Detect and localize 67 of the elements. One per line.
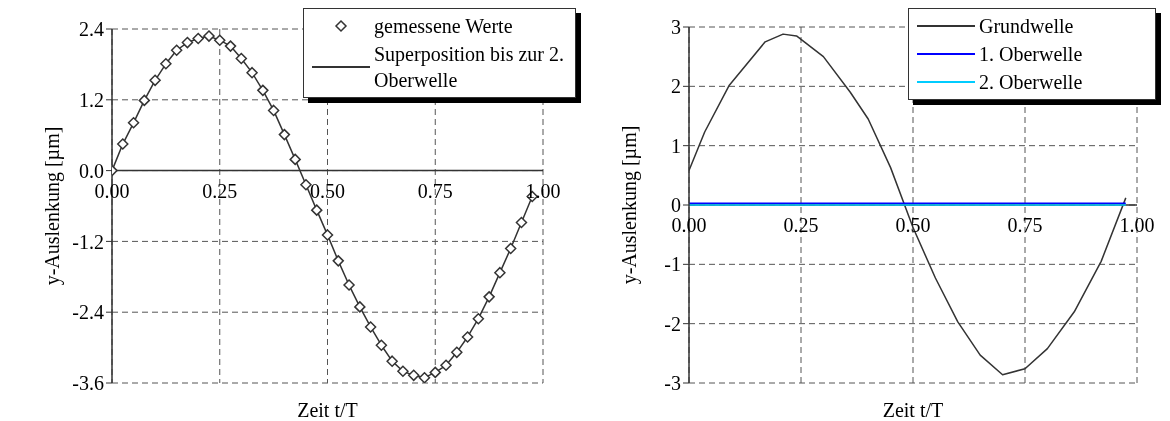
point <box>332 255 345 267</box>
point <box>160 58 172 70</box>
point <box>257 84 269 97</box>
point <box>386 355 398 367</box>
point <box>267 104 280 117</box>
point <box>127 117 140 129</box>
point <box>300 179 312 191</box>
point <box>407 369 420 382</box>
point <box>343 279 355 291</box>
point <box>504 242 517 255</box>
point <box>138 94 151 107</box>
point <box>278 128 291 141</box>
point <box>117 138 129 150</box>
y-tick-label: 0 <box>671 194 681 217</box>
y-tick-label: 1.2 <box>79 88 104 111</box>
point <box>289 153 301 166</box>
point <box>246 66 258 79</box>
x-tick-label: 0.50 <box>310 179 345 202</box>
y-tick-label: 0.0 <box>79 159 104 182</box>
legend-label: Superposition bis zur 2. Oberwelle <box>374 42 565 93</box>
point <box>224 40 237 52</box>
legend-label: 1. Oberwelle <box>979 42 1083 67</box>
point <box>440 359 452 372</box>
x-tick-label: 0.75 <box>1007 214 1043 236</box>
x-tick-label: 1.00 <box>525 179 561 202</box>
y-tick-label: -1.2 <box>72 230 104 253</box>
y-tick-label: 2.4 <box>79 18 104 41</box>
point <box>170 44 183 56</box>
legend-label: Grundwelle <box>979 14 1074 39</box>
point <box>494 266 506 279</box>
y-tick-label: -2 <box>664 312 681 335</box>
point <box>397 365 409 377</box>
point <box>375 339 388 351</box>
point <box>235 52 248 65</box>
y-tick-label: 1 <box>671 134 681 157</box>
point <box>149 74 161 87</box>
x-tick-label: 0.25 <box>783 214 819 236</box>
point <box>310 204 323 216</box>
y-tick-label: 3 <box>671 16 681 39</box>
point <box>472 312 485 325</box>
x-axis-title: Zeit t/T <box>297 399 358 421</box>
point <box>181 36 194 49</box>
point <box>461 331 474 343</box>
point <box>364 321 377 333</box>
point <box>321 229 334 241</box>
y-tick-label: -1 <box>664 253 681 276</box>
point <box>192 32 204 45</box>
point <box>214 34 226 46</box>
point <box>429 366 441 379</box>
point <box>515 216 528 229</box>
legend-label: 2. Oberwelle <box>979 70 1083 95</box>
y-axis-title: y-Auslenkung [µm] <box>41 126 65 286</box>
point <box>418 371 431 383</box>
point <box>483 291 495 303</box>
x-axis-title: Zeit t/T <box>882 399 944 421</box>
y-tick-label: -3.6 <box>72 372 104 395</box>
y-axis-title: y-Auslenkung [µm] <box>618 125 642 285</box>
point <box>354 301 366 313</box>
x-tick-label: 0.25 <box>202 179 238 202</box>
legend-label: gemessene Werte <box>374 14 513 39</box>
x-tick-label: 1.00 <box>1119 214 1155 236</box>
x-tick-label: 0.75 <box>417 179 453 202</box>
point <box>203 30 215 42</box>
y-tick-label: -3 <box>664 372 681 395</box>
y-tick-label: 2 <box>671 75 681 98</box>
y-tick-label: -2.4 <box>72 301 104 324</box>
point <box>451 346 463 359</box>
